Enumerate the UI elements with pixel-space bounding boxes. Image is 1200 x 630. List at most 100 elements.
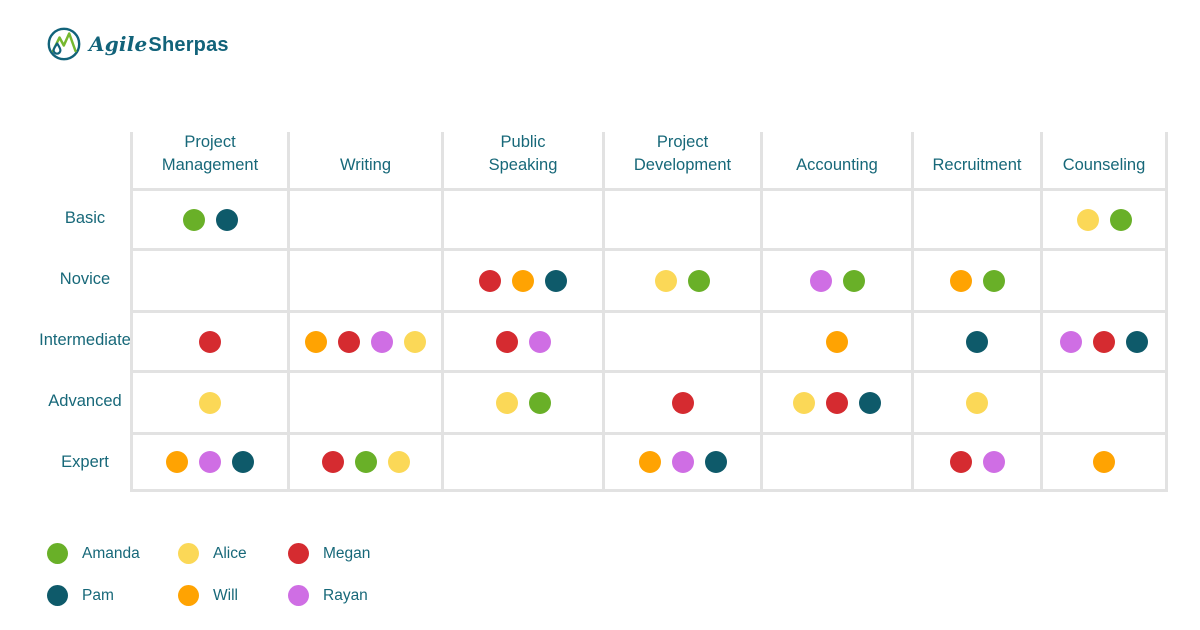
legend-label: Megan — [323, 544, 371, 562]
column-header: Accounting — [760, 132, 911, 188]
matrix-cell — [602, 310, 760, 370]
matrix-cell — [760, 432, 911, 492]
skill-dot-megan — [479, 269, 501, 292]
matrix-cell — [287, 248, 441, 310]
legend-label: Will — [213, 586, 238, 604]
matrix-cell — [1040, 432, 1168, 492]
skill-dot-megan — [1093, 330, 1115, 353]
skill-dot-alice — [199, 391, 221, 414]
skill-dot-alice — [387, 451, 410, 473]
matrix-cell — [911, 370, 1040, 432]
skill-dot-alice — [404, 330, 426, 353]
skill-dot-alice — [655, 269, 677, 292]
matrix-cell — [760, 248, 911, 310]
skill-dot-amanda — [1109, 208, 1132, 231]
column-header: Writing — [287, 132, 441, 188]
matrix-cell — [1040, 188, 1168, 248]
skill-dot-rayan — [528, 330, 551, 353]
skill-dot-will — [305, 330, 327, 353]
skill-dot-alice — [966, 391, 988, 414]
skill-dot-amanda — [982, 269, 1005, 292]
skill-dot-amanda — [842, 269, 865, 292]
skill-dot-rayan — [371, 330, 393, 353]
legend-label: Pam — [82, 586, 114, 604]
matrix-cell — [130, 188, 287, 248]
matrix-cell — [441, 310, 602, 370]
legend: Amanda Alice Megan Pam Will Rayan — [47, 541, 448, 608]
skill-dot-will — [512, 269, 534, 292]
skill-dot-will — [638, 451, 661, 473]
matrix-cell — [1040, 310, 1168, 370]
matrix-cell — [287, 432, 441, 492]
skill-dot-amanda — [528, 391, 551, 414]
matrix-cell — [760, 370, 911, 432]
skill-dot-pam — [704, 451, 727, 473]
matrix-cell — [441, 248, 602, 310]
legend-item-megan: Megan — [288, 541, 448, 566]
column-header: Counseling — [1040, 132, 1168, 188]
skill-dot-rayan — [199, 451, 221, 473]
matrix-cell — [602, 188, 760, 248]
skill-dot-pam — [859, 391, 881, 414]
skill-matrix: Project Management Writing Public Speaking… — [30, 132, 1168, 492]
skill-dot-alice — [793, 391, 815, 414]
matrix-cell — [287, 188, 441, 248]
column-header: Project Development — [602, 132, 760, 188]
matrix-cell — [602, 432, 760, 492]
mountain-drop-logo-icon — [46, 26, 82, 62]
column-header: Recruitment — [911, 132, 1040, 188]
skill-dot-pam — [545, 269, 567, 292]
skill-dot-alice — [495, 391, 518, 414]
skill-dot-megan — [826, 391, 848, 414]
skill-dot-megan — [949, 451, 972, 473]
legend-dot-rayan — [288, 585, 309, 606]
legend-dot-alice — [178, 543, 199, 564]
row-label: Intermediate — [39, 330, 131, 349]
legend-label: Rayan — [323, 586, 368, 604]
legend-dot-pam — [47, 585, 68, 606]
skill-dot-will — [166, 451, 188, 473]
matrix-cell — [287, 370, 441, 432]
skill-dot-megan — [671, 391, 694, 414]
matrix-cell — [287, 310, 441, 370]
skill-dot-amanda — [688, 269, 710, 292]
legend-item-rayan: Rayan — [288, 583, 448, 608]
skill-dot-megan — [199, 330, 221, 353]
matrix-cell — [130, 432, 287, 492]
column-header: Public Speaking — [441, 132, 602, 188]
brand-text: AgileSherpas — [89, 32, 229, 57]
skill-dot-amanda — [182, 208, 205, 231]
skill-dot-pam — [215, 208, 238, 231]
skill-dot-will — [1093, 451, 1115, 473]
legend-item-amanda: Amanda — [47, 541, 178, 566]
skill-dot-rayan — [671, 451, 694, 473]
brand-sherpas: Sherpas — [148, 33, 229, 56]
matrix-cell — [760, 310, 911, 370]
legend-label: Alice — [213, 544, 247, 562]
matrix-cell — [760, 188, 911, 248]
legend-item-will: Will — [178, 583, 288, 608]
matrix-cell — [911, 248, 1040, 310]
legend-label: Amanda — [82, 544, 140, 562]
matrix-cell — [602, 370, 760, 432]
row-label: Basic — [64, 208, 106, 227]
skill-dot-alice — [1076, 208, 1099, 231]
legend-dot-megan — [288, 543, 309, 564]
skill-dot-megan — [321, 451, 344, 473]
skill-dot-pam — [966, 330, 988, 353]
matrix-cell — [911, 310, 1040, 370]
skill-dot-pam — [1126, 330, 1148, 353]
matrix-cell — [130, 248, 287, 310]
matrix-cell — [441, 370, 602, 432]
skill-dot-amanda — [354, 451, 377, 473]
skill-dot-megan — [495, 330, 518, 353]
skill-dot-megan — [338, 330, 360, 353]
legend-dot-amanda — [47, 543, 68, 564]
matrix-cell — [1040, 370, 1168, 432]
matrix-cell — [602, 248, 760, 310]
row-label: Advanced — [48, 391, 122, 410]
matrix-cell — [441, 188, 602, 248]
matrix-cell — [911, 432, 1040, 492]
matrix-corner — [30, 132, 130, 188]
row-label: Expert — [61, 452, 109, 471]
